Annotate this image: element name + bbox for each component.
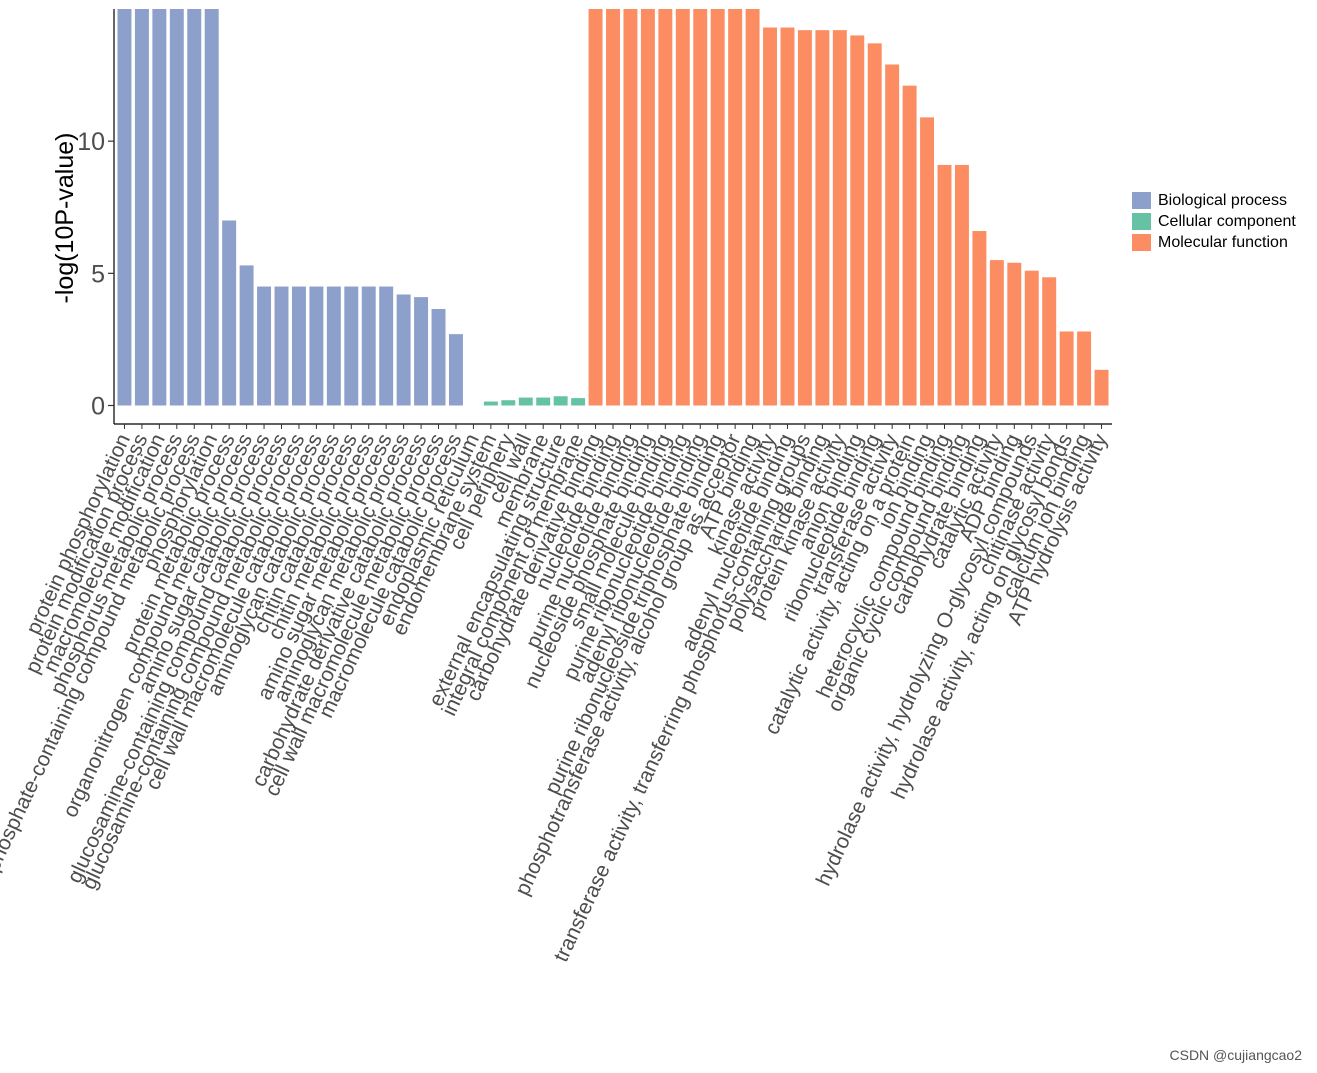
bar: [187, 9, 202, 406]
y-tick-label: 5: [91, 260, 105, 288]
bar: [588, 9, 603, 406]
bar: [867, 43, 882, 406]
bar: [937, 164, 952, 406]
bar: [954, 164, 969, 406]
bar: [1024, 270, 1039, 406]
bar: [169, 9, 184, 406]
watermark: CSDN @cujiangcao2: [1169, 1047, 1303, 1063]
legend: Biological process Cellular component Mo…: [1132, 190, 1296, 253]
bar: [675, 9, 690, 406]
legend-swatch-cellular-component: [1132, 213, 1151, 230]
bar: [815, 30, 830, 406]
bar: [309, 286, 324, 406]
bar: [850, 35, 865, 406]
bar: [204, 9, 219, 406]
legend-swatch-molecular-function: [1132, 234, 1151, 251]
bar: [745, 9, 760, 406]
bar: [152, 9, 167, 406]
bar: [658, 9, 673, 406]
legend-item-molecular-function: Molecular function: [1132, 232, 1296, 253]
legend-label-molecular-function: Molecular function: [1158, 233, 1288, 251]
bar: [414, 297, 429, 406]
bar: [361, 286, 376, 406]
y-tick-label: 0: [91, 392, 105, 420]
legend-label-cellular-component: Cellular component: [1158, 212, 1296, 230]
bar: [763, 27, 778, 406]
bar: [291, 286, 306, 406]
bar: [885, 64, 900, 406]
bar: [920, 117, 935, 406]
bar: [134, 9, 149, 406]
bar: [501, 400, 516, 406]
bar: [623, 9, 638, 406]
bar: [606, 9, 620, 406]
bar: [780, 27, 795, 406]
bar: [902, 85, 917, 406]
legend-label-biological-process: Biological process: [1158, 191, 1287, 209]
bar: [396, 294, 411, 406]
legend-swatch-biological-process: [1132, 192, 1151, 209]
bar: [728, 9, 743, 406]
bar: [553, 396, 568, 406]
bar: [797, 30, 812, 406]
bar: [640, 9, 655, 406]
bar: [1059, 331, 1074, 406]
bar: [536, 397, 551, 406]
bar: [222, 220, 237, 406]
bar: [117, 9, 132, 406]
bar: [257, 286, 272, 406]
bar: [710, 9, 725, 406]
bar: [379, 286, 394, 406]
bar: [431, 309, 446, 406]
bar: [344, 286, 359, 406]
bar: [989, 260, 1004, 406]
legend-item-cellular-component: Cellular component: [1132, 211, 1296, 232]
legend-item-biological-process: Biological process: [1132, 190, 1296, 211]
bar: [1077, 331, 1092, 406]
bar: [239, 265, 254, 406]
bar: [972, 231, 987, 406]
bar: [1042, 277, 1057, 406]
y-axis-label: -log(10P-value): [51, 133, 79, 304]
y-tick-label: 10: [77, 128, 105, 156]
bar: [274, 286, 289, 406]
bar: [518, 397, 533, 406]
bar: [326, 286, 341, 406]
bar: [832, 30, 847, 406]
bar: [483, 401, 498, 406]
bar: [1094, 369, 1109, 406]
bar: [693, 9, 708, 406]
bar: [448, 334, 463, 406]
bar: [1007, 262, 1022, 406]
bar: [571, 398, 586, 406]
